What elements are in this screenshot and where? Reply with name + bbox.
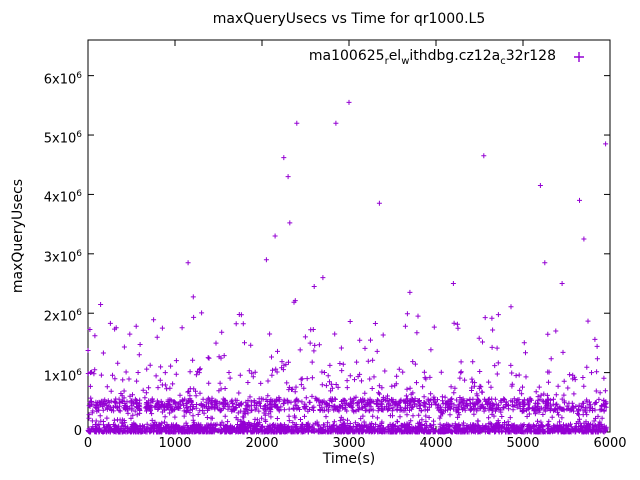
y-tick-label: 3x106 — [43, 248, 82, 266]
x-tick-label: 3000 — [332, 436, 366, 451]
x-tick-label: 0 — [83, 436, 93, 451]
legend: ma100625relwithdbg.cz12ac32r128 — [260, 48, 590, 66]
x-tick-label: 6000 — [593, 436, 627, 451]
y-tick-label: 4x106 — [43, 189, 82, 206]
chart-title: maxQueryUsecs vs Time for qr1000.L5 — [212, 11, 486, 27]
plot-border — [87, 39, 611, 433]
x-tick-label: 5000 — [506, 436, 540, 451]
legend-series-label: ma100625relwithdbg.cz12ac32r128 — [308, 47, 556, 67]
y-tick-label: 5x106 — [43, 130, 82, 147]
scatter-points — [85, 99, 609, 435]
x-tick-label: 1000 — [158, 436, 192, 451]
x-tick-label: 4000 — [419, 436, 453, 451]
y-tick-label: 1x106 — [43, 367, 82, 384]
y-tick-label: 2x106 — [43, 308, 82, 325]
y-tick-label: 0 — [73, 424, 82, 439]
y-tick-label: 6x106 — [43, 70, 82, 87]
x-axis-label: Time(s) — [322, 451, 376, 467]
x-tick-label: 2000 — [245, 436, 279, 451]
legend-plus-marker-icon — [574, 52, 584, 62]
plus-icon — [574, 52, 584, 62]
